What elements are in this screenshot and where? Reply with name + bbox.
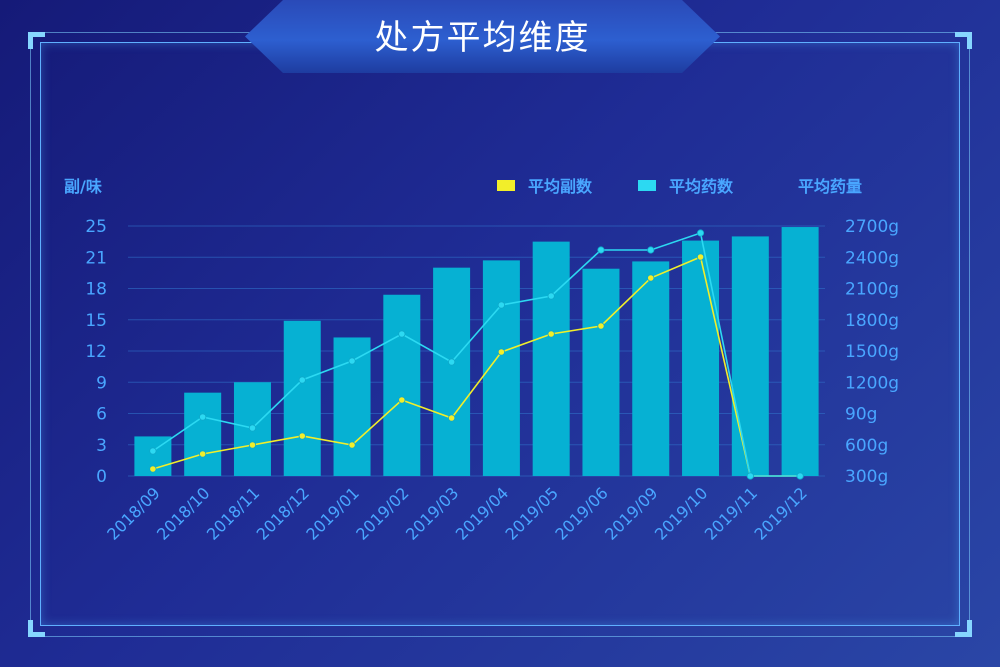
series-point	[696, 229, 705, 237]
series-point	[149, 447, 157, 455]
left-axis-title: 副/味	[64, 177, 102, 196]
right-axis-title: 平均药量	[798, 177, 862, 196]
series-point	[497, 301, 505, 309]
legend-swatch	[497, 180, 515, 191]
series-point	[248, 441, 257, 449]
left-tick-label: 9	[96, 373, 107, 393]
series-point	[547, 330, 555, 338]
x-tick-label: 2019/12	[751, 483, 811, 543]
left-tick-label: 0	[96, 467, 107, 487]
left-tick-label: 21	[85, 248, 107, 268]
right-tick-label: 90g	[845, 405, 877, 425]
bar	[731, 236, 769, 476]
left-tick-label: 6	[96, 405, 107, 425]
series-point	[746, 472, 754, 480]
frame-corner-top-right	[955, 32, 972, 49]
frame-edge-left	[30, 32, 31, 637]
right-tick-label: 1200g	[845, 373, 899, 393]
x-tick-label: 2019/01	[302, 483, 362, 543]
bar	[383, 294, 421, 476]
series-point	[497, 348, 505, 356]
left-tick-label: 12	[85, 342, 107, 362]
series-point	[199, 413, 207, 421]
legend-swatch	[638, 180, 656, 191]
series-point	[796, 472, 804, 480]
bar	[532, 241, 570, 476]
page-title: 处方平均维度	[374, 18, 591, 58]
series-point	[298, 376, 306, 384]
x-tick-label: 2018/11	[203, 483, 263, 543]
series-line	[152, 255, 801, 477]
bar	[433, 267, 471, 476]
series-point	[298, 432, 306, 440]
legend-label: 平均副数	[528, 177, 593, 196]
x-tick-label: 2018/12	[253, 483, 313, 543]
left-tick-label: 15	[85, 311, 107, 331]
series-point	[696, 253, 705, 261]
frame-corner-top-left	[28, 32, 45, 49]
left-tick-label: 18	[85, 280, 107, 300]
right-tick-label: 300g	[845, 467, 888, 487]
series-point	[248, 424, 257, 432]
x-tick-label: 2019/11	[701, 483, 761, 543]
left-tick-label: 3	[96, 436, 107, 456]
x-tick-label: 2019/05	[502, 483, 562, 543]
x-tick-label: 2019/02	[352, 483, 412, 543]
right-tick-label: 1500g	[845, 342, 899, 362]
x-tick-label: 2018/09	[103, 483, 163, 543]
x-tick-label: 2019/03	[402, 483, 462, 543]
frame-edge-right	[969, 32, 970, 637]
x-tick-label: 2018/10	[153, 483, 213, 543]
bar	[582, 268, 620, 476]
bar	[632, 261, 670, 476]
frame-corner-bottom-right	[955, 620, 972, 637]
right-tick-label: 2100g	[845, 280, 899, 300]
series-point	[348, 357, 356, 365]
right-tick-label: 1800g	[845, 311, 899, 331]
series-point	[199, 450, 207, 458]
frame-corner-bottom-left	[28, 620, 45, 637]
x-tick-label: 2019/10	[651, 483, 711, 543]
series-point	[448, 414, 456, 422]
frame-edge-bottom	[30, 636, 970, 637]
right-tick-label: 2700g	[845, 217, 899, 237]
bar	[184, 392, 222, 476]
series-point	[448, 358, 456, 366]
series-point	[149, 465, 157, 473]
bar	[682, 240, 720, 476]
series-point	[348, 441, 356, 449]
legend-label: 平均药数	[669, 177, 734, 196]
bar	[283, 320, 321, 476]
series-point	[398, 330, 406, 338]
series-point	[647, 274, 655, 282]
series-point	[547, 292, 555, 300]
x-tick-label: 2019/06	[551, 483, 611, 543]
right-tick-label: 600g	[845, 436, 888, 456]
left-tick-label: 25	[85, 217, 107, 237]
series-point	[597, 322, 605, 330]
x-tick-label: 2019/04	[452, 483, 512, 543]
bar	[781, 227, 819, 476]
series-point	[647, 246, 655, 254]
series-point	[398, 396, 406, 404]
right-tick-label: 2400g	[845, 248, 899, 268]
title-banner	[245, 0, 720, 73]
x-tick-label: 2019/09	[601, 483, 661, 543]
series-line	[152, 231, 801, 477]
series-point	[597, 246, 605, 254]
